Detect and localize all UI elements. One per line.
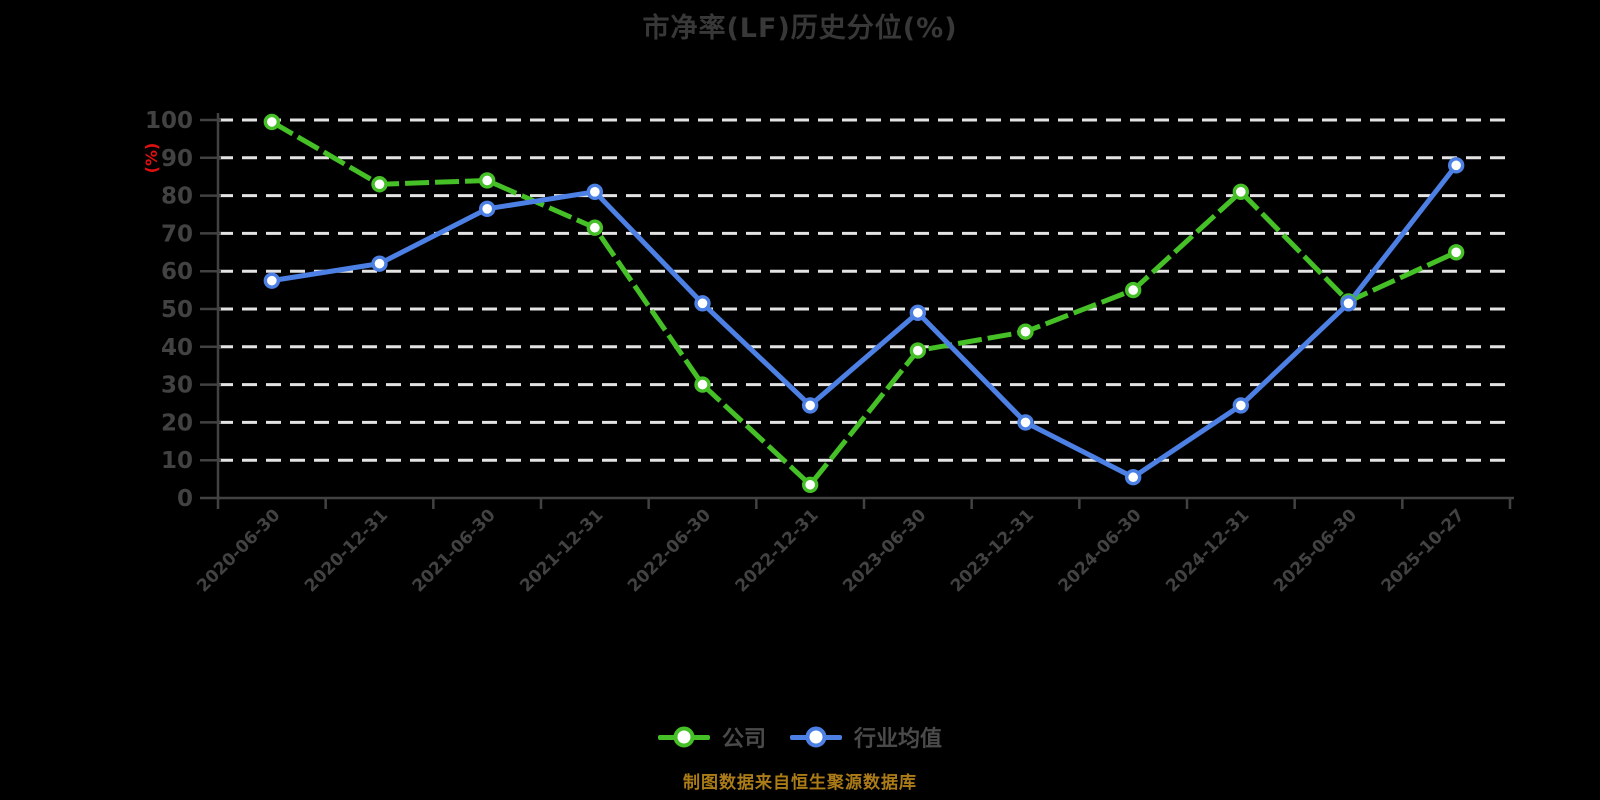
chart-title: 市净率(LF)历史分位(%) (642, 13, 958, 44)
x-axis-label: 2022-06-30 (624, 505, 715, 596)
data-point-industry-2 (478, 200, 496, 218)
legend-label-company: 公司 (721, 727, 766, 752)
data-point-company-7 (1017, 323, 1034, 340)
data-point-company-1 (371, 176, 388, 193)
y-tick-label: 20 (161, 410, 193, 436)
industry-line-marker-icon (790, 726, 842, 748)
data-source-note: 制图数据来自恒生聚源数据库 (683, 773, 917, 793)
data-point-industry-7 (1017, 414, 1034, 431)
legend-label-industry: 行业均值 (854, 727, 943, 752)
data-point-industry-0 (263, 272, 281, 289)
x-axis-label: 2025-06-30 (1270, 505, 1361, 596)
data-point-industry-11 (1447, 157, 1465, 174)
series-line-company (270, 119, 1458, 488)
y-tick-label: 30 (161, 373, 193, 399)
series-line-industry (271, 163, 1459, 480)
x-axis-label: 2024-06-30 (1055, 505, 1146, 596)
x-axis-label: 2023-06-30 (839, 505, 930, 596)
legend-item-company: 公司 (657, 721, 766, 753)
y-tick-label: 50 (161, 297, 193, 323)
x-axis-label: 2021-06-30 (409, 505, 500, 596)
data-point-industry-4 (694, 295, 711, 312)
company-line-marker-icon (657, 726, 710, 748)
x-axis-label: 2023-12-31 (947, 505, 1038, 596)
data-point-company-11 (1447, 244, 1465, 261)
data-point-industry-9 (1232, 397, 1250, 414)
y-tick-label: 70 (161, 221, 193, 247)
data-point-industry-8 (1124, 469, 1142, 486)
data-point-industry-6 (909, 304, 927, 321)
data-point-company-5 (801, 476, 819, 493)
legend-dot-company (673, 726, 695, 748)
data-point-company-0 (263, 113, 281, 131)
x-axis-label: 2021-12-31 (516, 505, 607, 596)
y-tick-label: 40 (161, 335, 193, 361)
data-point-industry-1 (371, 255, 388, 272)
x-axis-label: 2022-12-31 (732, 505, 823, 596)
data-point-company-6 (909, 342, 927, 359)
y-tick-label: 0 (177, 486, 193, 512)
data-point-company-2 (478, 172, 496, 189)
data-point-industry-5 (801, 397, 819, 414)
data-point-company-9 (1232, 183, 1250, 201)
chart-legend: 公司 行业均值 (0, 721, 1600, 753)
data-point-industry-10 (1340, 295, 1357, 312)
x-axis-label: 2025-10-27 (1378, 505, 1469, 596)
x-axis-label: 2020-12-31 (301, 505, 392, 596)
x-axis-label: 2024-12-31 (1162, 505, 1253, 596)
y-tick-label: 10 (161, 448, 193, 474)
data-point-company-3 (586, 219, 604, 236)
data-point-company-4 (694, 376, 711, 393)
y-axis-unit-label: (%) (142, 143, 161, 174)
legend-item-industry: 行业均值 (790, 721, 942, 753)
y-tick-label: 60 (161, 259, 193, 285)
legend-dot-industry (805, 726, 827, 748)
data-point-industry-3 (586, 183, 604, 201)
y-tick-label: 100 (145, 108, 193, 134)
x-axis-label: 2020-06-30 (193, 505, 284, 596)
y-tick-label: 90 (161, 146, 193, 172)
data-point-company-8 (1124, 281, 1142, 299)
y-tick-label: 80 (161, 184, 193, 210)
